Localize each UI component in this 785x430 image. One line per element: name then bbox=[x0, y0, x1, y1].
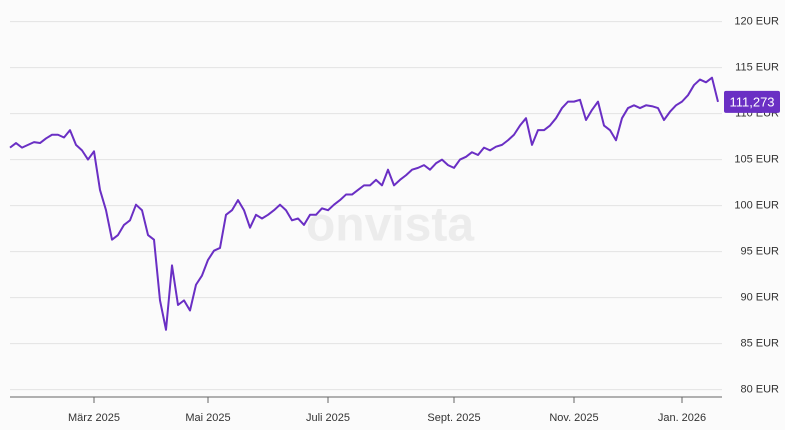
x-tick-label: Juli 2025 bbox=[306, 412, 350, 424]
y-tick-label: 100 EUR bbox=[734, 200, 779, 212]
y-tick-label: 95 EUR bbox=[740, 246, 779, 258]
x-tick-label: März 2025 bbox=[68, 412, 120, 424]
x-tick-label: Nov. 2025 bbox=[549, 412, 598, 424]
x-tick-label: Sept. 2025 bbox=[427, 412, 480, 424]
watermark: onvista bbox=[306, 199, 474, 252]
y-tick-label: 85 EUR bbox=[740, 338, 779, 350]
y-tick-label: 80 EUR bbox=[740, 384, 779, 396]
value-badge bbox=[724, 90, 780, 113]
x-tick-label: Jan. 2026 bbox=[658, 412, 706, 424]
value-label: 111,273 bbox=[729, 94, 774, 109]
price-line bbox=[9, 76, 719, 331]
y-tick-label: 90 EUR bbox=[740, 292, 779, 304]
y-tick-label: 120 EUR bbox=[734, 15, 779, 27]
x-tick-label: Mai 2025 bbox=[185, 412, 230, 424]
y-tick-label: 115 EUR bbox=[735, 61, 779, 73]
y-tick-label: 105 EUR bbox=[734, 153, 779, 165]
